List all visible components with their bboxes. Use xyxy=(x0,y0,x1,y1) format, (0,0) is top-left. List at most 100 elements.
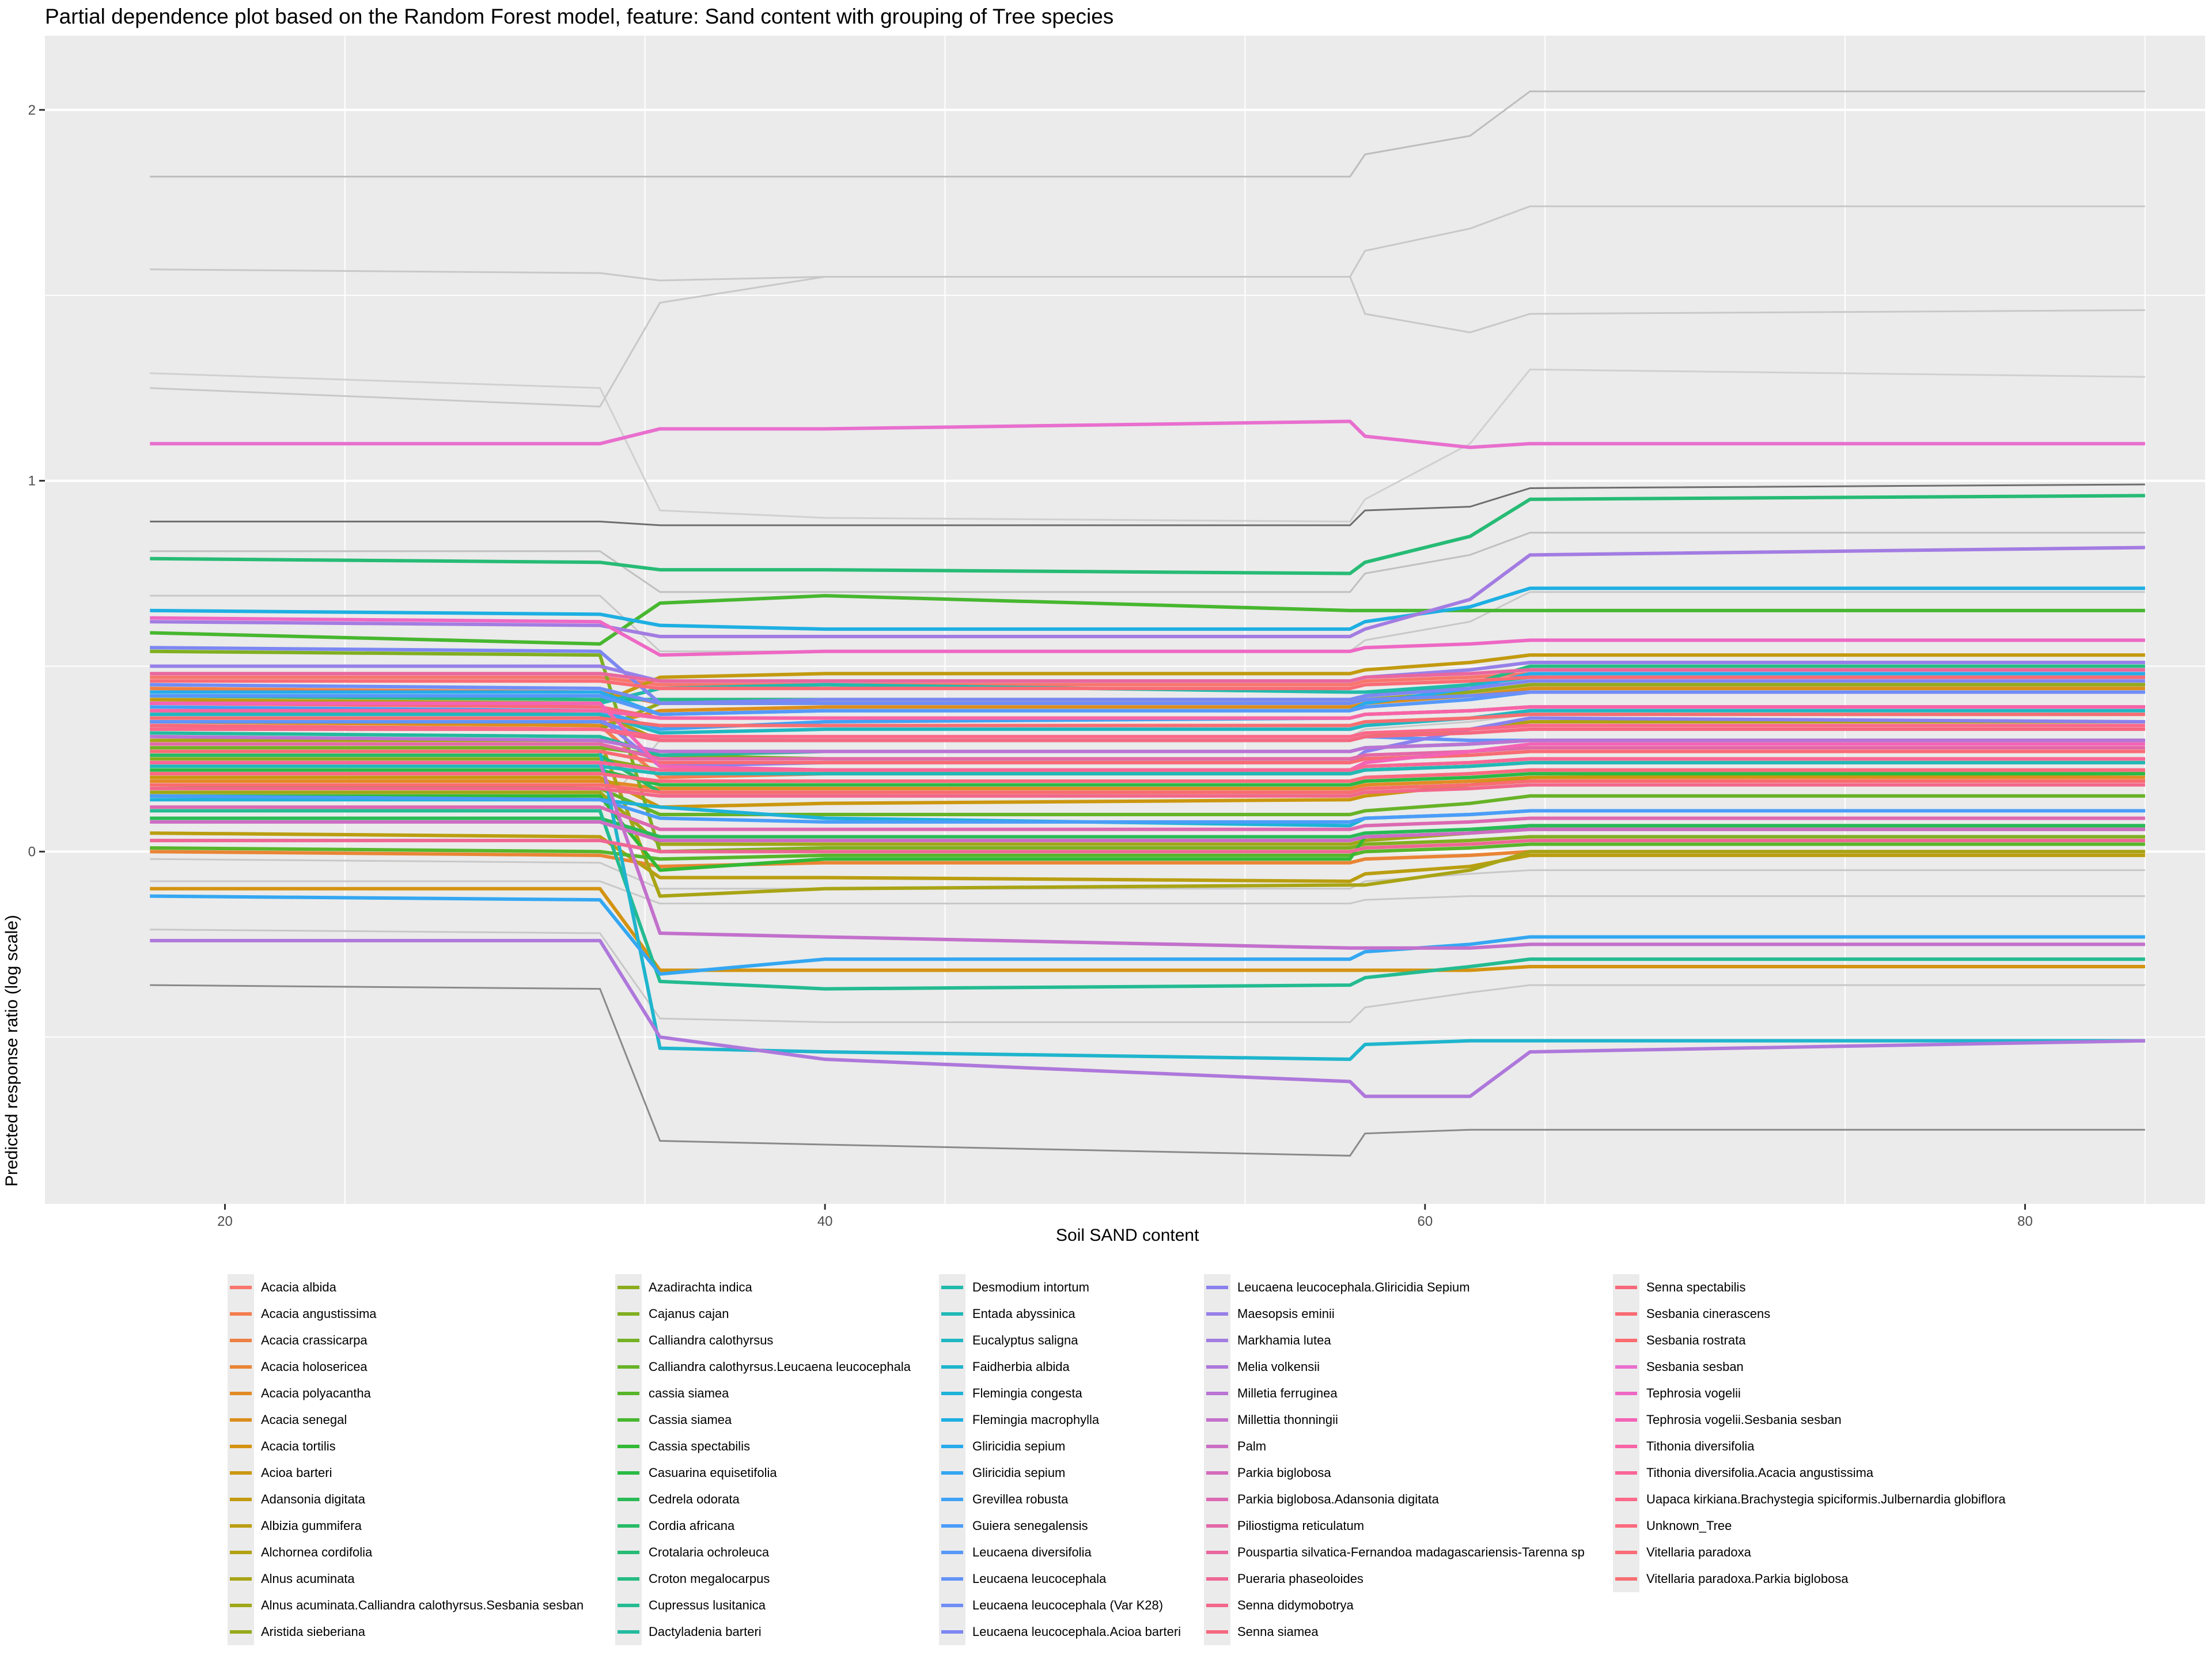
legend-label: cassia siamea xyxy=(649,1386,729,1400)
x-axis-label: Soil SAND content xyxy=(1056,1226,1199,1245)
legend-swatch xyxy=(941,1471,963,1475)
legend-key xyxy=(1204,1354,1230,1380)
legend-label: Guiera senegalensis xyxy=(972,1518,1088,1533)
legend-key xyxy=(615,1407,642,1433)
legend-item: Maesopsis eminii xyxy=(1204,1301,1335,1327)
legend-label: Adansonia digitata xyxy=(261,1492,366,1506)
legend-key xyxy=(1613,1274,1639,1301)
legend-label: Tephrosia vogelii.Sesbania sesban xyxy=(1646,1412,1842,1427)
legend-label: Milletia ferruginea xyxy=(1237,1386,1338,1400)
series-line xyxy=(150,760,2145,776)
legend-swatch xyxy=(618,1286,639,1289)
legend-swatch xyxy=(941,1339,963,1342)
series-line xyxy=(150,749,2145,764)
x-tick-label: 60 xyxy=(1417,1214,1433,1229)
legend-label: Parkia biglobosa xyxy=(1237,1465,1331,1480)
legend-label: Leucaena leucocephala xyxy=(972,1571,1107,1586)
legend-item: Sesbania cinerascens xyxy=(1613,1301,1770,1327)
legend-key xyxy=(228,1539,254,1566)
legend-key xyxy=(939,1354,965,1380)
legend-key xyxy=(1613,1460,1639,1486)
legend-swatch xyxy=(618,1339,639,1342)
legend-label: Aristida sieberiana xyxy=(261,1624,365,1639)
legend-key xyxy=(1613,1513,1639,1539)
legend-key xyxy=(1204,1327,1230,1354)
legend-key xyxy=(1204,1566,1230,1592)
legend-swatch xyxy=(941,1630,963,1634)
legend-swatch xyxy=(1206,1498,1228,1501)
y-tick-label: 0 xyxy=(28,844,36,859)
legend-swatch xyxy=(1615,1445,1637,1448)
legend-key xyxy=(1613,1433,1639,1460)
legend-item: Azadirachta indica xyxy=(615,1274,752,1301)
x-tick-label: 80 xyxy=(2017,1214,2033,1229)
legend-swatch xyxy=(1206,1551,1228,1554)
series-line xyxy=(150,713,2145,728)
background-series-line xyxy=(150,984,2145,1157)
legend-item: Albizia gummifera xyxy=(228,1513,362,1539)
legend-item: Milletia ferruginea xyxy=(1204,1380,1338,1407)
legend-swatch xyxy=(1206,1365,1228,1369)
legend-swatch xyxy=(230,1445,252,1448)
legend-swatch xyxy=(618,1445,639,1448)
legend-key xyxy=(228,1619,254,1645)
legend-swatch xyxy=(230,1312,252,1316)
legend-item: Cedrela odorata xyxy=(615,1486,740,1513)
legend-item: Leucaena leucocephala.Acioa barteri xyxy=(939,1619,1181,1645)
axes: 20 40 60 80 0 1 2 xyxy=(28,103,2033,1229)
legend-swatch xyxy=(1206,1577,1228,1581)
legend-swatch xyxy=(941,1445,963,1448)
legend-key xyxy=(228,1380,254,1407)
legend-swatch xyxy=(1615,1286,1637,1289)
legend-swatch xyxy=(1206,1630,1228,1634)
legend-item: Uapaca kirkiana.Brachystegia spiciformis… xyxy=(1613,1486,2006,1513)
legend-key xyxy=(228,1513,254,1539)
legend-key xyxy=(939,1327,965,1354)
legend-item: Vitellaria paradoxa.Parkia biglobosa xyxy=(1613,1566,1849,1592)
legend-label: Crotalaria ochroleuca xyxy=(649,1545,770,1559)
legend-item: Tephrosia vogelii xyxy=(1613,1380,1741,1407)
legend-swatch xyxy=(1206,1471,1228,1475)
legend-swatch xyxy=(1615,1339,1637,1342)
legend-item: Faidherbia albida xyxy=(939,1354,1070,1380)
legend-label: Dactyladenia barteri xyxy=(649,1624,762,1639)
legend-swatch xyxy=(618,1630,639,1634)
legend-label: Acacia albida xyxy=(261,1280,336,1294)
legend-key xyxy=(1204,1486,1230,1513)
legend-label: Grevillea robusta xyxy=(972,1492,1069,1506)
legend-label: Alnus acuminata xyxy=(261,1571,355,1586)
legend-swatch xyxy=(941,1604,963,1607)
legend-item: Alchornea cordifolia xyxy=(228,1539,372,1566)
legend-label: Leucaena leucocephala (Var K28) xyxy=(972,1598,1164,1612)
series-line xyxy=(150,675,2145,691)
legend-item: Sesbania rostrata xyxy=(1613,1327,1745,1354)
legend-key xyxy=(1204,1460,1230,1486)
legend-key xyxy=(1613,1380,1639,1407)
legend-label: Palm xyxy=(1237,1439,1267,1453)
legend-key xyxy=(1613,1407,1639,1433)
series-line xyxy=(150,779,2145,794)
legend-label: Desmodium intortum xyxy=(972,1280,1089,1294)
legend-item: Melia volkensii xyxy=(1204,1354,1320,1380)
legend-label: Sesbania cinerascens xyxy=(1646,1306,1771,1321)
legend-item: Alnus acuminata xyxy=(228,1566,355,1592)
legend-item: Acacia angustissima xyxy=(228,1301,377,1327)
legend-swatch xyxy=(230,1286,252,1289)
legend-item: Flemingia macrophylla xyxy=(939,1407,1099,1433)
legend-item: Eucalyptus saligna xyxy=(939,1327,1078,1354)
legend-item: Flemingia congesta xyxy=(939,1380,1082,1407)
legend-item: Cassia spectabilis xyxy=(615,1433,750,1460)
legend-key xyxy=(1204,1301,1230,1327)
legend-label: Calliandra calothyrsus xyxy=(649,1333,774,1347)
legend-label: Vitellaria paradoxa xyxy=(1646,1545,1751,1559)
legend-label: Vitellaria paradoxa.Parkia biglobosa xyxy=(1646,1571,1849,1586)
legend-swatch xyxy=(941,1312,963,1316)
legend-label: Tithonia diversifolia xyxy=(1646,1439,1755,1453)
legend-item: Crotalaria ochroleuca xyxy=(615,1539,769,1566)
series-line xyxy=(150,839,2145,854)
legend-label: Casuarina equisetifolia xyxy=(649,1465,777,1480)
legend-label: Gliricidia sepium xyxy=(972,1465,1066,1480)
legend-label: Melia volkensii xyxy=(1237,1359,1320,1374)
legend-key xyxy=(228,1327,254,1354)
legend-label: Piliostigma reticulatum xyxy=(1237,1518,1365,1533)
